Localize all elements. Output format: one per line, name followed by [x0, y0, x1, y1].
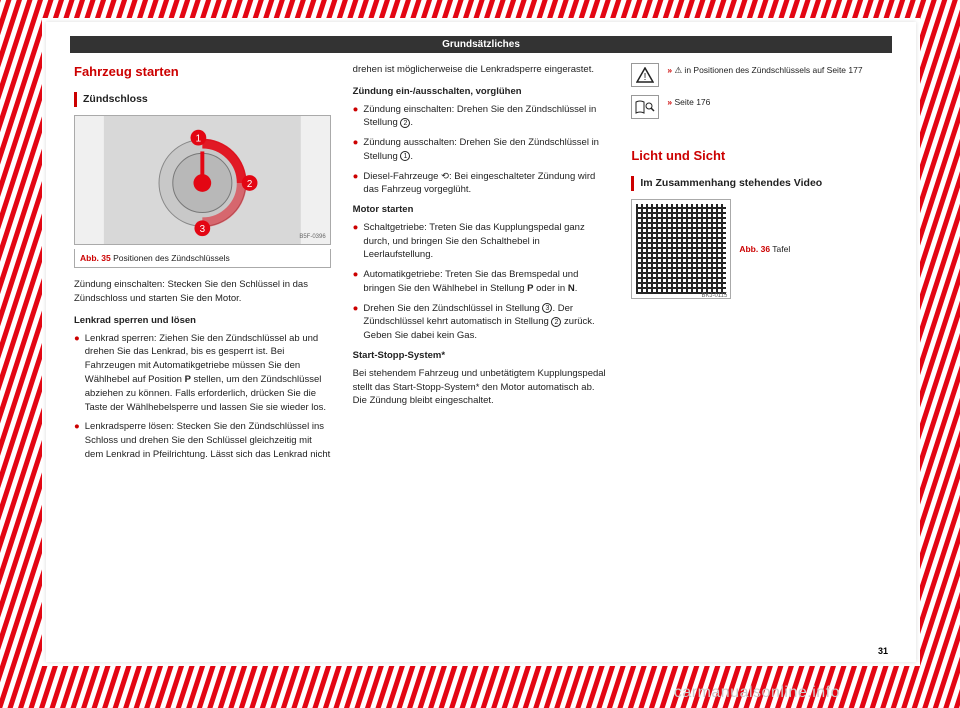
bullet-item: ● Lenkradsperre lösen: Stecken Sie den Z…: [74, 420, 331, 461]
paragraph: Zündung einschalten: Stecken Sie den Sch…: [74, 278, 331, 306]
warning-reference: ! » ⚠ in Positionen des Zündschlüssels a…: [631, 63, 888, 87]
figure-caption-text: Positionen des Zündschlüssels: [113, 253, 230, 263]
svg-text:3: 3: [200, 224, 206, 235]
bullet-item: ● Lenkrad sperren: Ziehen Sie den Zünd­s…: [74, 332, 331, 415]
reference-row: » Seite 176: [631, 95, 888, 119]
chevron-icon: »: [667, 65, 672, 75]
chevron-icon: »: [667, 97, 672, 107]
bullet-item: ● Diesel-Fahrzeuge ⟲: Bei eingeschaltete…: [353, 170, 610, 198]
column-1: Fahrzeug starten Zündschloss 1 2 3: [74, 63, 331, 468]
section-title: Fahrzeug starten: [74, 63, 331, 82]
ignition-figure: 1 2 3 B5F-0396: [74, 115, 331, 245]
paragraph-heading: Lenkrad sperren und lösen: [74, 314, 331, 328]
figure-code: B5F-0396: [299, 233, 325, 242]
qr-caption: Abb. 36 Tafel: [739, 243, 790, 255]
section-title: Licht und Sicht: [631, 147, 888, 166]
qr-image-code: BKJ-0115: [701, 292, 727, 301]
figure-ref: Abb. 36: [739, 244, 770, 254]
bullet-item: ● Automatikgetriebe: Treten Sie das Brem…: [353, 268, 610, 296]
svg-text:!: !: [644, 72, 647, 83]
figure-ref: Abb. 35: [80, 253, 111, 263]
warning-icon: !: [631, 63, 659, 87]
bullet-item: ● Zündung einschalten: Drehen Sie den Zü…: [353, 103, 610, 131]
page-number: 31: [878, 646, 888, 656]
paragraph-heading: Start-Stopp-System*: [353, 349, 610, 363]
paragraph: drehen ist möglicherweise die Lenkradspe…: [353, 63, 610, 77]
subsection-title: Zündschloss: [74, 92, 331, 107]
bullet-item: ● Drehen Sie den Zündschlüssel in Stellu…: [353, 302, 610, 343]
watermark: carmanualsonline.info: [674, 684, 840, 702]
paragraph-heading: Zündung ein-/ausschalten, vorglühen: [353, 85, 610, 99]
bullet-item: ● Zündung ausschalten: Drehen Sie den Zü…: [353, 136, 610, 164]
column-2: drehen ist möglicherweise die Lenkradspe…: [353, 63, 610, 468]
svg-text:2: 2: [247, 179, 252, 190]
column-3: ! » ⚠ in Positionen des Zündschlüssels a…: [631, 63, 888, 468]
book-search-icon: [631, 95, 659, 119]
svg-text:1: 1: [196, 134, 201, 145]
figure-caption: Abb. 35 Positionen des Zündschlüssels: [74, 249, 331, 268]
bullet-dot: ●: [74, 420, 80, 461]
manual-page: Grundsätzliches Fahrzeug starten Zündsch…: [46, 22, 916, 662]
paragraph-heading: Motor starten: [353, 203, 610, 217]
subsection-title: Im Zusammenhang stehendes Video: [631, 176, 888, 191]
bullet-dot: ●: [74, 332, 80, 415]
paragraph: Bei stehendem Fahrzeug und unbetätigtem …: [353, 367, 610, 408]
qr-figure: BKJ-0115 Abb. 36 Tafel: [631, 199, 888, 299]
qr-code: [631, 199, 731, 299]
bullet-item: ● Schaltgetriebe: Treten Sie das Kupplun…: [353, 221, 610, 262]
page-header: Grundsätzliches: [70, 36, 892, 53]
